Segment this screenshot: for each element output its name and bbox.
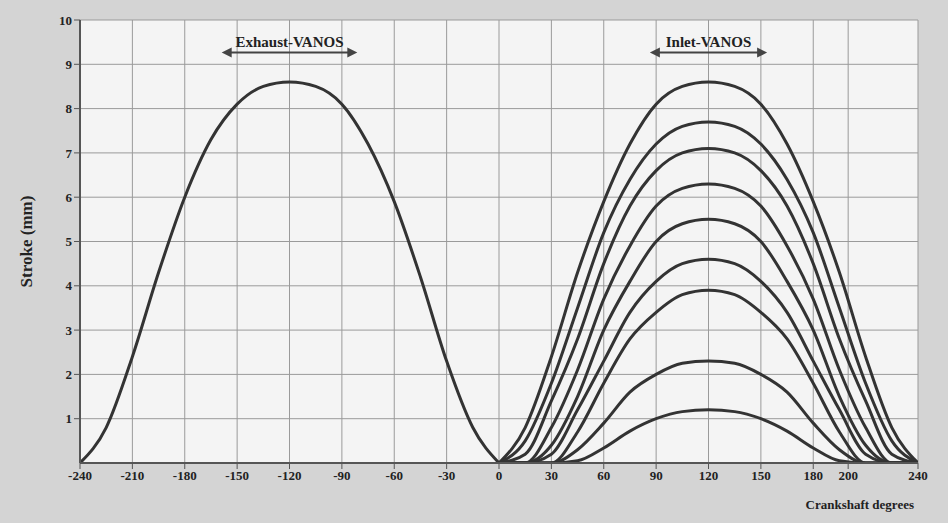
- svg-text:90: 90: [650, 468, 663, 483]
- svg-text:120: 120: [699, 468, 719, 483]
- svg-text:Stroke (mm): Stroke (mm): [17, 196, 36, 288]
- svg-text:-210: -210: [120, 468, 144, 483]
- svg-text:150: 150: [751, 468, 771, 483]
- svg-text:1: 1: [66, 411, 73, 426]
- svg-text:5: 5: [66, 234, 73, 249]
- svg-text:-180: -180: [173, 468, 197, 483]
- svg-text:10: 10: [59, 13, 72, 28]
- svg-text:Inlet-VANOS: Inlet-VANOS: [666, 34, 752, 50]
- svg-text:60: 60: [597, 468, 610, 483]
- svg-text:-60: -60: [386, 468, 403, 483]
- svg-text:30: 30: [545, 468, 558, 483]
- svg-text:9: 9: [66, 57, 73, 72]
- svg-text:8: 8: [66, 101, 73, 116]
- svg-text:200: 200: [838, 468, 858, 483]
- svg-text:-90: -90: [333, 468, 350, 483]
- svg-text:3: 3: [66, 323, 73, 338]
- svg-text:6: 6: [66, 190, 73, 205]
- svg-text:-120: -120: [278, 468, 302, 483]
- svg-text:Crankshaft degrees: Crankshaft degrees: [806, 497, 914, 512]
- svg-text:180: 180: [804, 468, 824, 483]
- svg-text:-150: -150: [225, 468, 249, 483]
- svg-text:4: 4: [66, 278, 73, 293]
- svg-text:-30: -30: [438, 468, 455, 483]
- svg-text:-240: -240: [68, 468, 92, 483]
- svg-text:Exhaust-VANOS: Exhaust-VANOS: [235, 34, 343, 50]
- svg-text:0: 0: [496, 468, 503, 483]
- svg-text:240: 240: [908, 468, 928, 483]
- svg-text:2: 2: [66, 367, 73, 382]
- svg-text:7: 7: [66, 146, 73, 161]
